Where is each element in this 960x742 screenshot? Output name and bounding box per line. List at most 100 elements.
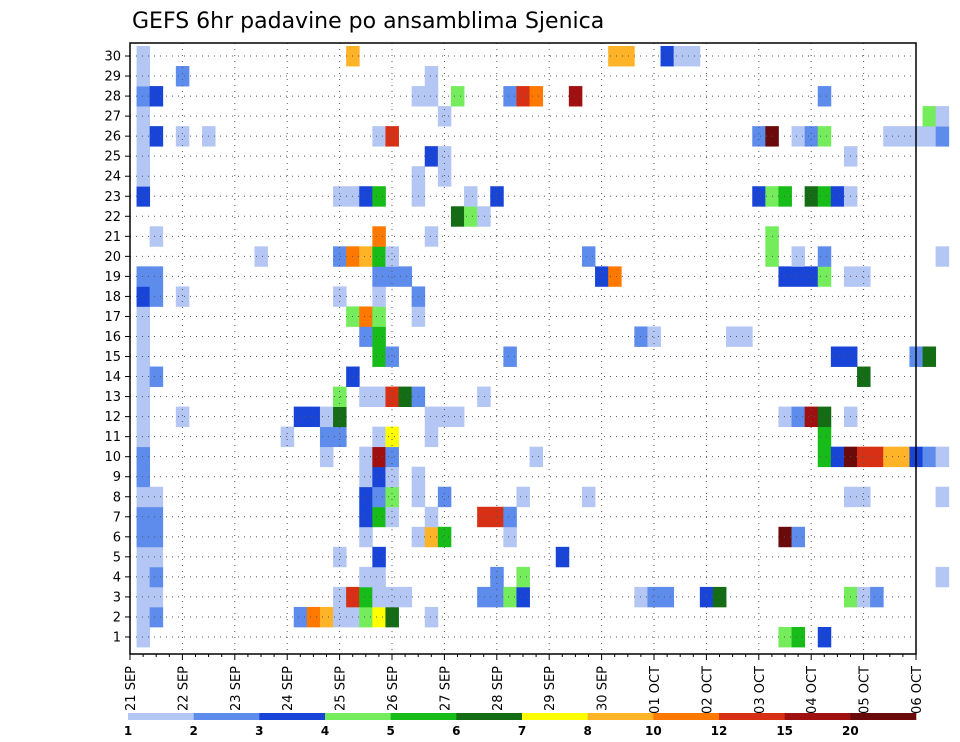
heat-cell xyxy=(568,86,583,107)
heat-cell xyxy=(385,586,399,608)
heat-cell xyxy=(254,246,268,267)
legend-swatch xyxy=(193,713,260,720)
heat-cell xyxy=(503,526,517,548)
y-tick-label: 2 xyxy=(113,610,121,625)
y-tick-label: 21 xyxy=(104,230,121,245)
y-tick-label: 6 xyxy=(113,530,121,545)
y-axis: 1234567891011121314151617181920212223242… xyxy=(104,50,130,645)
x-tick-label: 23 SEP xyxy=(229,666,244,711)
heat-cell xyxy=(712,586,727,608)
y-tick-label: 23 xyxy=(104,190,121,205)
y-tick-label: 14 xyxy=(104,370,121,385)
heat-cell xyxy=(791,246,806,267)
heat-cell xyxy=(359,306,373,327)
legend-swatch xyxy=(456,713,523,720)
heat-cell xyxy=(477,586,491,608)
heat-cell xyxy=(149,266,164,287)
heat-cell xyxy=(319,406,334,428)
x-tick-label: 25 SEP xyxy=(334,666,349,711)
heat-cell xyxy=(333,546,347,568)
heat-cell xyxy=(817,126,832,147)
heat-cell xyxy=(149,86,164,107)
heat-cell xyxy=(398,386,413,407)
heat-cell xyxy=(424,146,439,167)
heat-cell xyxy=(149,586,164,608)
y-tick-label: 27 xyxy=(104,110,121,125)
heat-cell xyxy=(359,506,373,528)
heat-cell xyxy=(870,586,884,608)
heat-cell xyxy=(136,146,151,167)
x-tick-label: 05 OCT xyxy=(858,666,873,714)
heat-cell xyxy=(477,506,491,528)
heat-cell xyxy=(136,446,151,468)
heat-cell xyxy=(175,66,190,87)
heat-cell xyxy=(857,266,871,287)
legend-label: 3 xyxy=(255,724,263,738)
heat-cell xyxy=(333,606,347,628)
heat-cell xyxy=(372,306,386,327)
heat-cell xyxy=(372,606,386,628)
heat-cell xyxy=(359,446,373,468)
heat-cell xyxy=(935,246,950,267)
heat-cell xyxy=(857,366,871,387)
legend-swatch xyxy=(653,713,720,720)
heat-cell xyxy=(372,346,386,367)
y-tick-label: 19 xyxy=(104,270,121,285)
heat-cell xyxy=(372,126,386,147)
heat-cell xyxy=(595,266,609,287)
heat-cell xyxy=(385,246,399,267)
x-tick-label: 28 SEP xyxy=(491,666,506,711)
heat-cell xyxy=(437,166,452,187)
legend-label: 15 xyxy=(776,724,793,738)
heat-cell xyxy=(634,326,648,347)
heat-cell xyxy=(372,246,386,267)
heat-cell xyxy=(817,246,832,267)
heat-cell xyxy=(424,606,439,628)
heat-cell xyxy=(752,126,766,147)
heat-cell xyxy=(437,526,452,548)
heat-cell xyxy=(804,186,819,207)
y-tick-label: 26 xyxy=(104,130,121,145)
x-tick-label: 22 SEP xyxy=(176,666,191,711)
heat-cell xyxy=(660,586,675,608)
heat-cell xyxy=(896,126,910,147)
heat-cell xyxy=(136,606,151,628)
legend-swatch xyxy=(325,713,391,720)
legend-label: 12 xyxy=(711,724,728,738)
y-tick-label: 4 xyxy=(113,570,121,585)
legend: 1 2 3 4 5 6 7 8 10 12 15 20 xyxy=(124,713,917,738)
heat-cell xyxy=(372,466,386,488)
heat-cell xyxy=(359,586,373,608)
heat-cell xyxy=(516,486,530,508)
heat-cell xyxy=(136,466,151,488)
heat-cell xyxy=(935,106,950,127)
heat-cell xyxy=(424,66,439,87)
grid-layer xyxy=(130,43,916,654)
heat-cell xyxy=(791,626,806,648)
heat-cell xyxy=(136,66,151,87)
heat-cell xyxy=(359,386,373,407)
heat-cell xyxy=(817,266,832,287)
legend-swatch xyxy=(719,713,785,720)
heat-cell xyxy=(857,586,871,608)
heat-cell xyxy=(830,186,845,207)
y-tick-label: 17 xyxy=(104,310,121,325)
x-axis: 21 SEP 22 SEP 23 SEP 24 SEP 25 SEP 26 SEP 27 S… xyxy=(124,654,925,714)
heat-cell xyxy=(437,486,452,508)
x-tick-label: 03 OCT xyxy=(753,666,768,714)
heat-cell xyxy=(464,206,478,227)
heat-cell xyxy=(136,306,151,327)
heat-cell xyxy=(437,146,452,167)
heat-cell xyxy=(830,346,845,367)
heat-cell xyxy=(581,246,596,267)
heat-cell xyxy=(293,606,308,628)
heat-cell xyxy=(516,586,530,608)
legend-label: 6 xyxy=(452,724,460,738)
heat-cell xyxy=(477,386,491,407)
heat-cell xyxy=(372,446,386,468)
heat-cell xyxy=(922,106,937,127)
heat-cell xyxy=(385,466,399,488)
x-tick-label: 21 SEP xyxy=(124,666,139,711)
heat-cell xyxy=(529,86,544,107)
heat-cell xyxy=(149,506,164,528)
